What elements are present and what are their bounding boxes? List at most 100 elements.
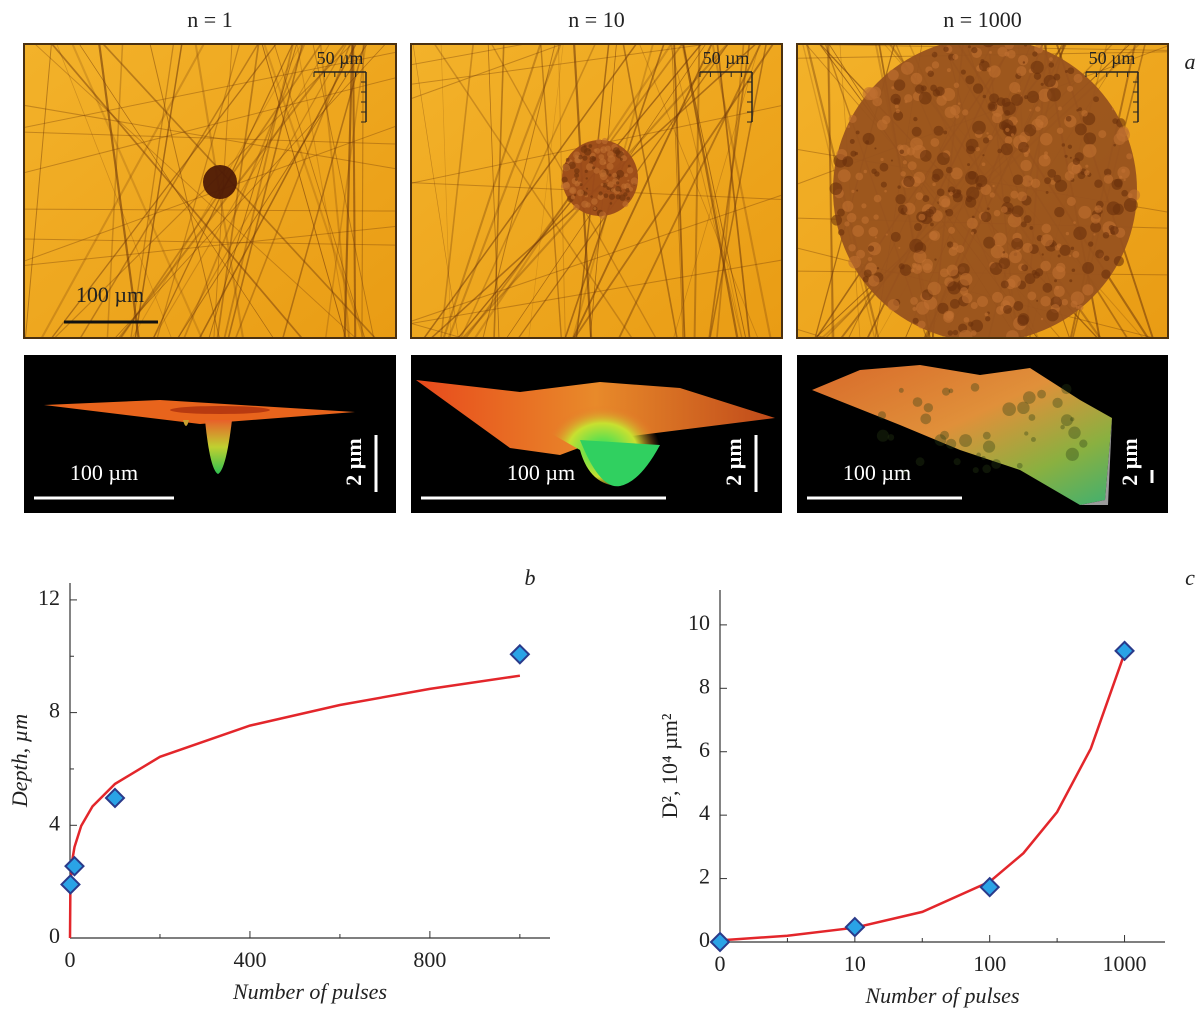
spot-texture <box>627 167 633 173</box>
spot-texture <box>847 213 857 223</box>
spot-texture <box>1067 197 1076 206</box>
fit-curve <box>720 653 1125 940</box>
scale-label: 50 µm <box>1089 48 1136 68</box>
spot-texture <box>601 183 604 186</box>
spot-texture <box>930 230 940 240</box>
spot-texture <box>1043 283 1053 293</box>
spot-texture <box>1084 170 1089 175</box>
spot-texture <box>1054 207 1064 217</box>
spot-texture <box>1041 83 1044 86</box>
spot-texture <box>914 223 922 231</box>
spot-texture <box>948 190 950 192</box>
spot-texture <box>1093 96 1099 102</box>
spot-texture <box>566 158 570 162</box>
spot-texture <box>884 190 887 193</box>
spot-texture <box>886 233 888 235</box>
spot-texture <box>855 173 863 181</box>
spot-texture <box>599 211 607 219</box>
spot-texture <box>1001 280 1009 288</box>
spot-texture <box>980 59 984 63</box>
spot-texture <box>901 62 914 75</box>
spot-texture <box>1114 256 1124 266</box>
surface-texture <box>1066 448 1079 461</box>
spot-texture <box>890 94 901 105</box>
spot-texture <box>891 232 901 242</box>
spot-texture <box>1067 67 1074 74</box>
surface-texture <box>920 413 931 424</box>
spot-texture <box>1058 254 1061 257</box>
spot-texture <box>874 195 882 203</box>
spot-texture <box>616 170 624 178</box>
spot-texture <box>950 299 960 309</box>
spot-texture <box>898 247 900 249</box>
spot-texture <box>986 132 988 134</box>
spot-texture <box>922 195 929 202</box>
panel-label: b <box>525 565 536 590</box>
spot-texture <box>913 117 917 121</box>
spot-texture <box>1043 154 1048 159</box>
scale-label: 2 µm <box>1117 438 1142 486</box>
data-point <box>61 875 79 893</box>
spot-texture <box>928 282 941 295</box>
spot-texture <box>1104 174 1113 183</box>
spot-texture <box>852 225 864 237</box>
spot-texture <box>1013 301 1023 311</box>
spot-texture <box>1036 300 1038 302</box>
spot-texture <box>609 194 615 200</box>
spot-texture <box>933 89 940 96</box>
spot-texture <box>882 116 891 125</box>
spot-texture <box>583 191 587 195</box>
surface-texture <box>982 465 991 474</box>
spot-texture <box>1074 74 1083 83</box>
spot-texture <box>1009 250 1022 263</box>
spot-texture <box>945 106 957 118</box>
spot-texture <box>616 181 619 184</box>
surface-texture <box>899 388 904 393</box>
spot-texture <box>1078 305 1083 310</box>
spot-texture <box>982 162 986 166</box>
spot-texture <box>895 105 899 109</box>
data-point <box>846 918 864 936</box>
spot-texture <box>1128 193 1133 198</box>
spot-texture <box>971 232 974 235</box>
spot-texture <box>627 180 629 182</box>
spot-texture <box>1002 102 1015 115</box>
surface-texture <box>991 459 1001 469</box>
data-point <box>65 857 83 875</box>
spot-texture <box>981 212 992 223</box>
spot-texture <box>983 237 995 249</box>
spot-texture <box>982 154 984 156</box>
spot-texture <box>956 189 961 194</box>
spot-texture <box>1083 132 1096 145</box>
spot-texture <box>600 146 607 153</box>
spot-texture <box>1121 190 1128 197</box>
spot-texture <box>1035 106 1040 111</box>
spot-texture <box>937 189 945 197</box>
surface-texture <box>1079 440 1087 448</box>
spot-texture <box>1057 127 1064 134</box>
spot-texture <box>1072 268 1076 272</box>
surface-texture <box>924 403 933 412</box>
spot-texture <box>916 192 924 200</box>
surface-texture <box>913 397 923 407</box>
spot-texture <box>588 144 592 148</box>
micrograph-label: n = 1 <box>187 7 232 32</box>
scale-label: 50 µm <box>703 48 750 68</box>
y-tick-label: 4 <box>49 810 60 835</box>
spot-texture <box>864 170 867 173</box>
surface-texture <box>983 432 991 440</box>
spot-texture <box>621 183 626 188</box>
spot-texture <box>1071 247 1074 250</box>
spot-texture <box>629 187 633 191</box>
micrograph <box>14 34 406 348</box>
x-tick-label: 400 <box>233 947 266 972</box>
spot-texture <box>1041 318 1043 320</box>
spot-texture <box>909 239 923 253</box>
spot-texture <box>1044 177 1051 184</box>
spot-texture <box>1020 160 1031 171</box>
spot-texture <box>864 270 872 278</box>
spot-texture <box>1062 143 1065 146</box>
spot-texture <box>990 262 1003 275</box>
spot-texture <box>624 173 628 177</box>
spot-texture <box>1041 234 1053 246</box>
